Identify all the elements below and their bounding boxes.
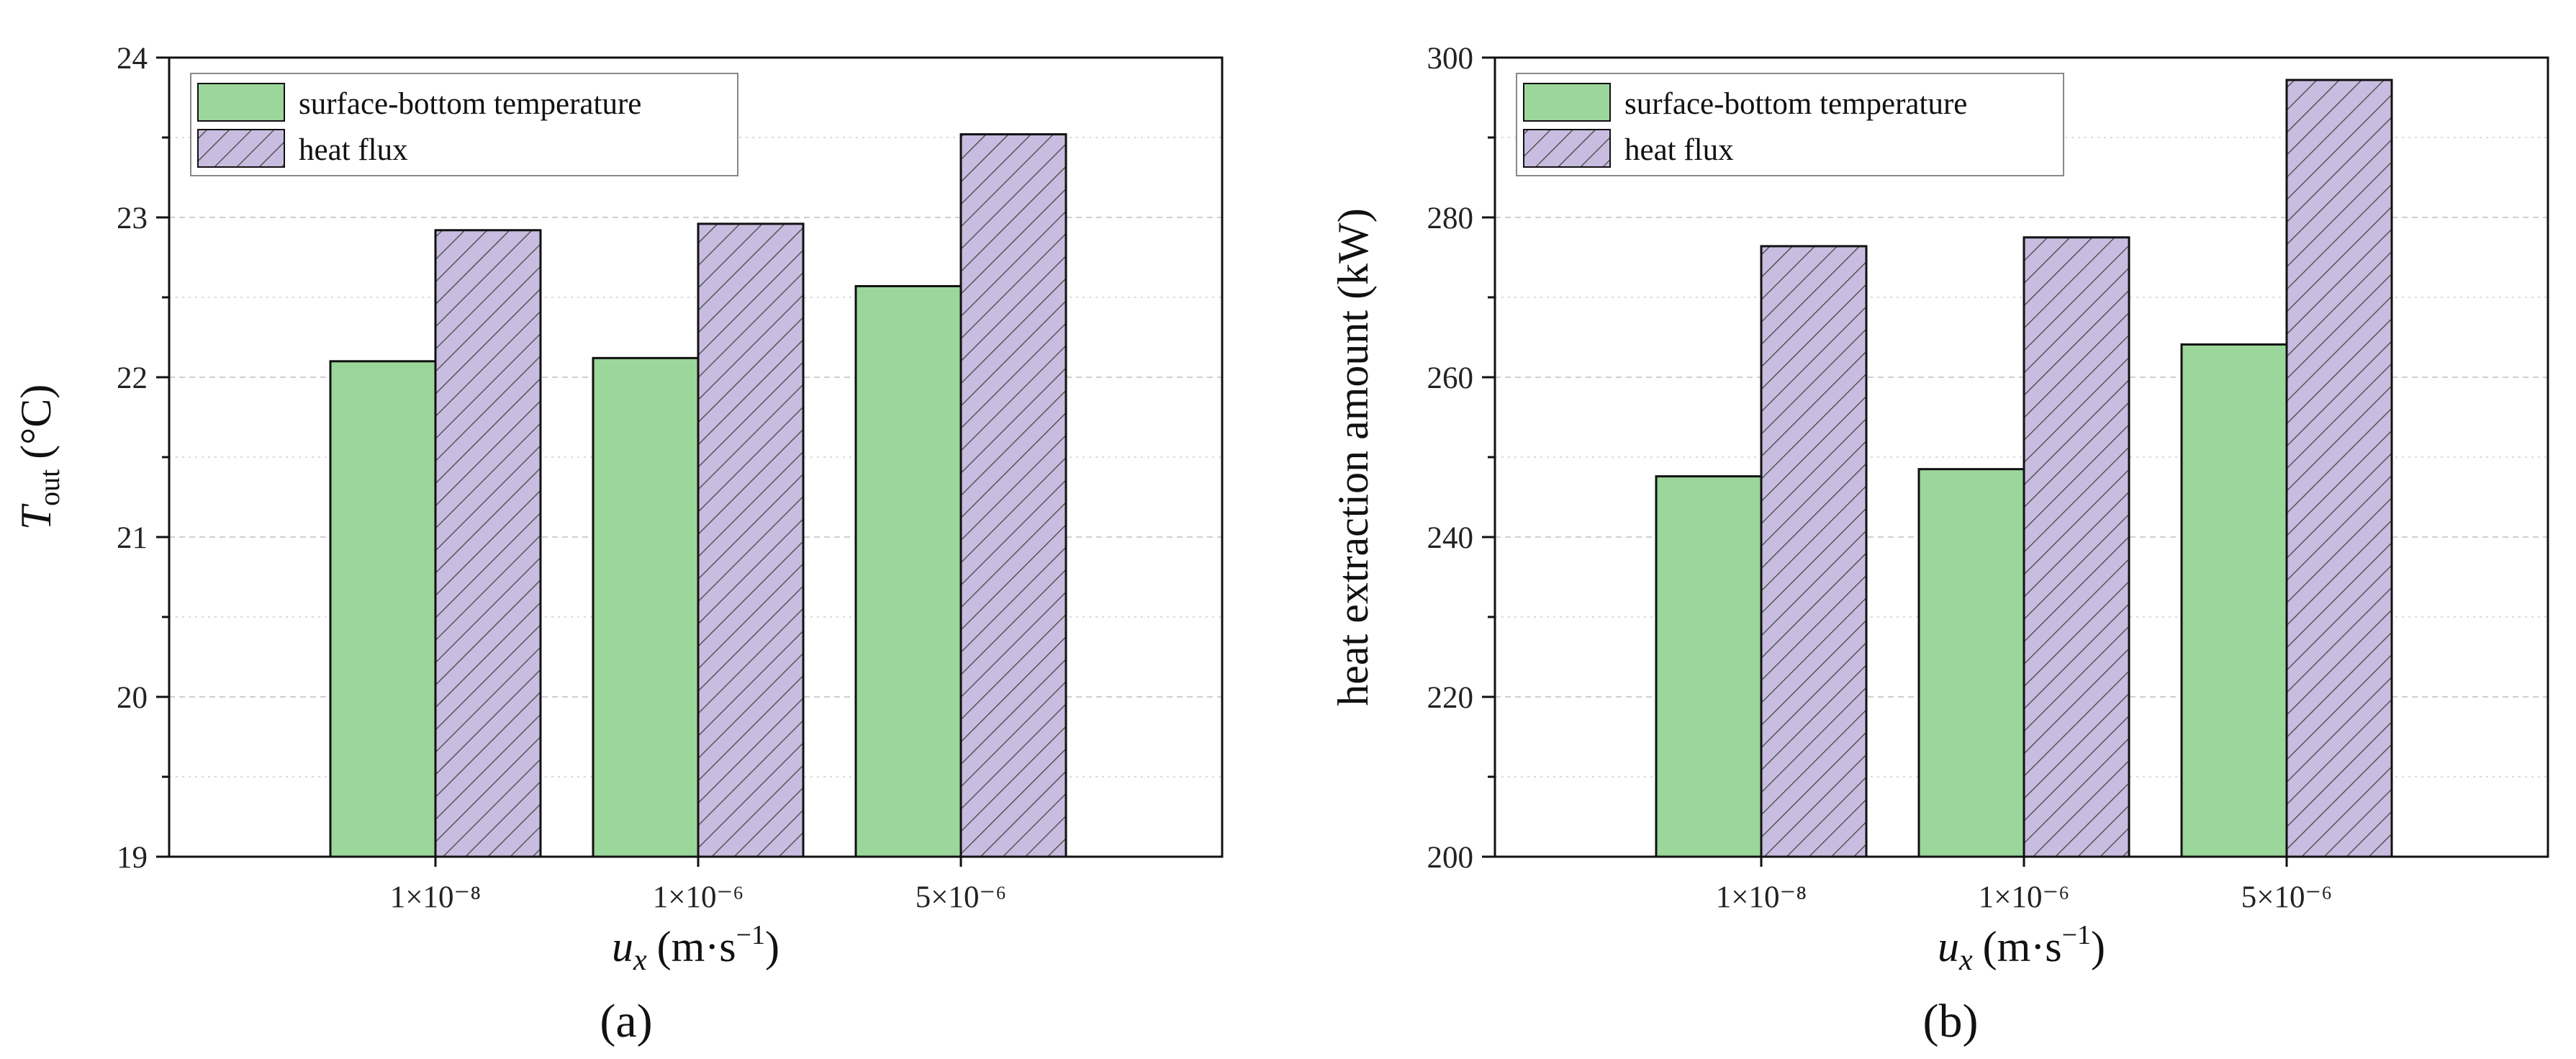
chart-panel-a: 19 20 21 22 23 24 1×10⁻⁸ 1×10⁻⁶ 5×10⁻⁶ surface-… <box>12 42 1224 1047</box>
y-tick-label: 20 <box>117 681 148 715</box>
panel-a-legend-swatch-temperature <box>197 83 285 122</box>
x-tick-label: 1×10⁻⁶ <box>653 880 744 914</box>
panel-b-legend: surface-bottom temperature heat flux <box>1516 73 2064 176</box>
bar-heat-flux <box>2023 236 2130 858</box>
panel-a-legend-swatch-flux <box>197 129 285 168</box>
x-tick-label: 5×10⁻⁶ <box>916 880 1006 914</box>
panel-a-x-axis-title: ux (m·s−1) <box>612 920 779 977</box>
x-tick-label: 1×10⁻⁸ <box>390 880 481 914</box>
panel-a-legend-label-flux: heat flux <box>299 133 408 167</box>
x-tick-label: 1×10⁻⁸ <box>1716 880 1807 914</box>
panel-b-bars <box>1655 78 2393 858</box>
panel-b-xlabel-sub: x <box>1958 944 1973 977</box>
panel-a-xlabel-units: (m·s <box>657 923 736 970</box>
panel-a-legend: surface-bottom temperature heat flux <box>190 73 738 176</box>
bar-temperature <box>854 284 962 858</box>
panel-a-legend-label-temperature: surface-bottom temperature <box>299 87 641 121</box>
panel-a-y-axis: 19 20 21 22 23 24 <box>117 42 169 875</box>
panel-b-legend-label-flux: heat flux <box>1624 133 1734 167</box>
bar-heat-flux <box>697 222 805 858</box>
panel-a-label: (a) <box>600 995 652 1047</box>
chart-panel-b: 200 220 240 260 280 300 1×10⁻⁸ 1×10⁻⁶ 5×10⁻⁶ su… <box>1329 42 2549 1047</box>
panel-b-xlabel-main: u <box>1938 923 1959 970</box>
panel-a-xlabel-close: ) <box>765 923 779 970</box>
panel-b-legend-label-temperature: surface-bottom temperature <box>1624 87 1967 121</box>
bar-temperature <box>592 356 700 858</box>
panel-a-ylabel-units: (°C) <box>12 384 60 459</box>
x-tick-label: 1×10⁻⁶ <box>1979 880 2069 914</box>
bar-temperature <box>1655 475 1763 858</box>
y-tick-label: 200 <box>1427 841 1474 875</box>
bar-temperature <box>2180 343 2288 858</box>
panel-a-xlabel-exp: −1 <box>736 920 765 950</box>
panel-a-x-axis: 1×10⁻⁸ 1×10⁻⁶ 5×10⁻⁶ <box>390 857 1006 914</box>
y-tick-label: 19 <box>117 841 148 875</box>
panel-a-y-axis-title: Tout (°C) <box>12 384 65 530</box>
y-tick-label: 23 <box>117 202 148 235</box>
panel-a-xlabel-main: u <box>612 923 633 970</box>
panel-b-xlabel-close: ) <box>2091 923 2105 970</box>
bar-heat-flux <box>2285 78 2393 858</box>
panel-a-ylabel-main: T <box>12 503 60 530</box>
panel-b-xlabel-exp: −1 <box>2062 920 2091 950</box>
y-tick-label: 22 <box>117 361 148 395</box>
y-tick-label: 24 <box>117 42 148 76</box>
panel-b-xlabel-units: (m·s <box>1983 923 2062 970</box>
panel-b-legend-swatch-temperature <box>1523 83 1611 122</box>
panel-b-y-axis-title: heat extraction amount (kW) <box>1329 208 1377 706</box>
panel-a-xlabel-sub: x <box>633 944 647 977</box>
bar-heat-flux <box>434 229 542 858</box>
y-tick-label: 21 <box>117 521 148 555</box>
y-tick-label: 300 <box>1427 42 1474 76</box>
panel-a-bars <box>329 133 1067 858</box>
y-tick-label: 280 <box>1427 202 1474 235</box>
panel-b-label: (b) <box>1923 995 1979 1047</box>
y-tick-label: 260 <box>1427 361 1474 395</box>
panel-a-ylabel-sub: out <box>33 469 65 506</box>
x-tick-label: 5×10⁻⁶ <box>2241 880 2332 914</box>
y-tick-label: 240 <box>1427 521 1474 555</box>
panel-b-legend-swatch-flux <box>1523 129 1611 168</box>
panel-b-x-axis: 1×10⁻⁸ 1×10⁻⁶ 5×10⁻⁶ <box>1716 857 2332 914</box>
bar-temperature <box>329 360 437 858</box>
panel-b-x-axis-title: ux (m·s−1) <box>1938 920 2105 977</box>
y-tick-label: 220 <box>1427 681 1474 715</box>
panel-b-y-axis: 200 220 240 260 280 300 <box>1427 42 1495 875</box>
bar-temperature <box>1917 468 2025 858</box>
bar-heat-flux <box>1760 245 1868 858</box>
bar-heat-flux <box>959 133 1067 858</box>
